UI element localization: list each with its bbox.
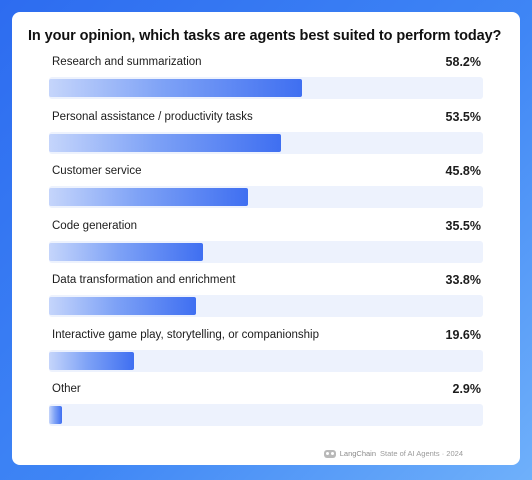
footer-brand: LangChain [339,449,377,458]
bar-track [49,404,483,426]
value-label: 19.6% [445,327,481,342]
category-label: Personal assistance / productivity tasks [52,110,253,123]
value-label: 53.5% [445,109,481,124]
bar [49,188,248,206]
chart-card: In your opinion, which tasks are agents … [12,12,520,465]
bar-row: Personal assistance / productivity tasks… [49,109,483,166]
bar-track [49,131,483,154]
bar-row: Other 2.9% [49,382,483,438]
bar-track [49,349,483,372]
langchain-logo-icon [323,449,336,458]
bar-row: Data transformation and enrichment 33.8% [49,273,483,329]
value-label: 35.5% [445,218,481,233]
bar-row: Code generation 35.5% [49,218,483,275]
bar-track [49,295,483,317]
value-label: 45.8% [445,164,481,178]
bar [49,351,135,370]
bar [49,406,62,424]
bar [49,133,282,152]
value-label: 33.8% [445,273,481,287]
category-label: Other [52,383,81,395]
bar-row: Research and summarization 58.2% [49,55,483,111]
bar [49,79,302,97]
bar-row: Customer service 45.8% [49,164,483,220]
category-label: Code generation [52,219,138,232]
category-label: Research and summarization [52,56,202,68]
category-label: Data transformation and enrichment [52,274,236,286]
bar-track [49,77,483,99]
footer-source: State of AI Agents · 2024 [380,449,463,458]
bar-row: Interactive game play, storytelling, or … [49,327,483,384]
bar-rows: Research and summarization 58.2% Personal … [49,55,483,438]
value-label: 58.2% [445,55,481,69]
chart-title: In your opinion, which tasks are agents … [28,28,502,44]
footer: LangChain State of AI Agents · 2024 [323,449,463,458]
value-label: 2.9% [452,382,482,396]
category-label: Interactive game play, storytelling, or … [52,328,319,341]
bar-track [49,186,483,208]
category-label: Customer service [52,165,142,177]
bar [49,297,196,315]
bar-track [49,240,483,263]
bar [49,242,204,261]
